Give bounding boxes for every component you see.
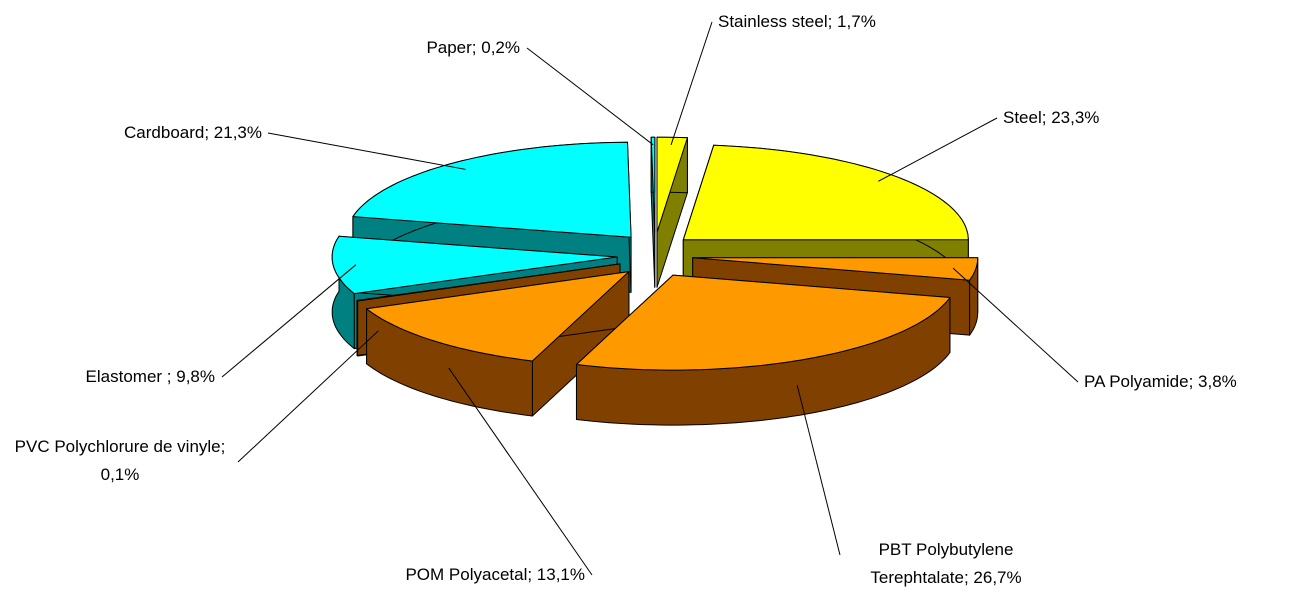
data-label: PVC Polychlorure de vinyle; 0,1% — [14, 437, 226, 484]
slice-top — [682, 144, 969, 241]
slice — [366, 271, 630, 417]
leader-line — [796, 384, 841, 556]
slice — [656, 136, 688, 288]
data-label: Stainless steel; 1,7% — [718, 12, 876, 31]
data-label: POM Polyacetal; 13,1% — [405, 565, 585, 584]
slice — [650, 136, 656, 288]
leader-line — [267, 132, 466, 170]
slice-top — [650, 136, 656, 233]
slice — [575, 274, 951, 426]
leader-line — [448, 367, 593, 576]
data-label: Elastomer ; 9,8% — [85, 367, 215, 386]
slice-top — [331, 235, 618, 295]
data-label: Steel; 23,3% — [1003, 108, 1100, 127]
data-label: Cardboard; 21,3% — [124, 123, 262, 142]
slice-top — [366, 271, 630, 362]
leader-line — [878, 117, 998, 182]
leader-line — [526, 47, 654, 146]
leader-line — [952, 267, 1079, 383]
slice-top — [692, 257, 979, 281]
leader-line — [221, 264, 357, 378]
data-label: Paper; 0,2% — [426, 38, 520, 57]
slice-top — [352, 141, 632, 238]
slice-top — [576, 274, 951, 371]
slice-top — [656, 136, 688, 233]
slice-top — [356, 263, 621, 302]
slice-rim — [356, 300, 359, 357]
data-label: PBT Polybutylene Terephtalate; 26,7% — [870, 540, 1022, 587]
leader-line — [670, 21, 713, 146]
leader-line — [237, 330, 379, 463]
data-label: PA Polyamide; 3,8% — [1084, 372, 1237, 391]
